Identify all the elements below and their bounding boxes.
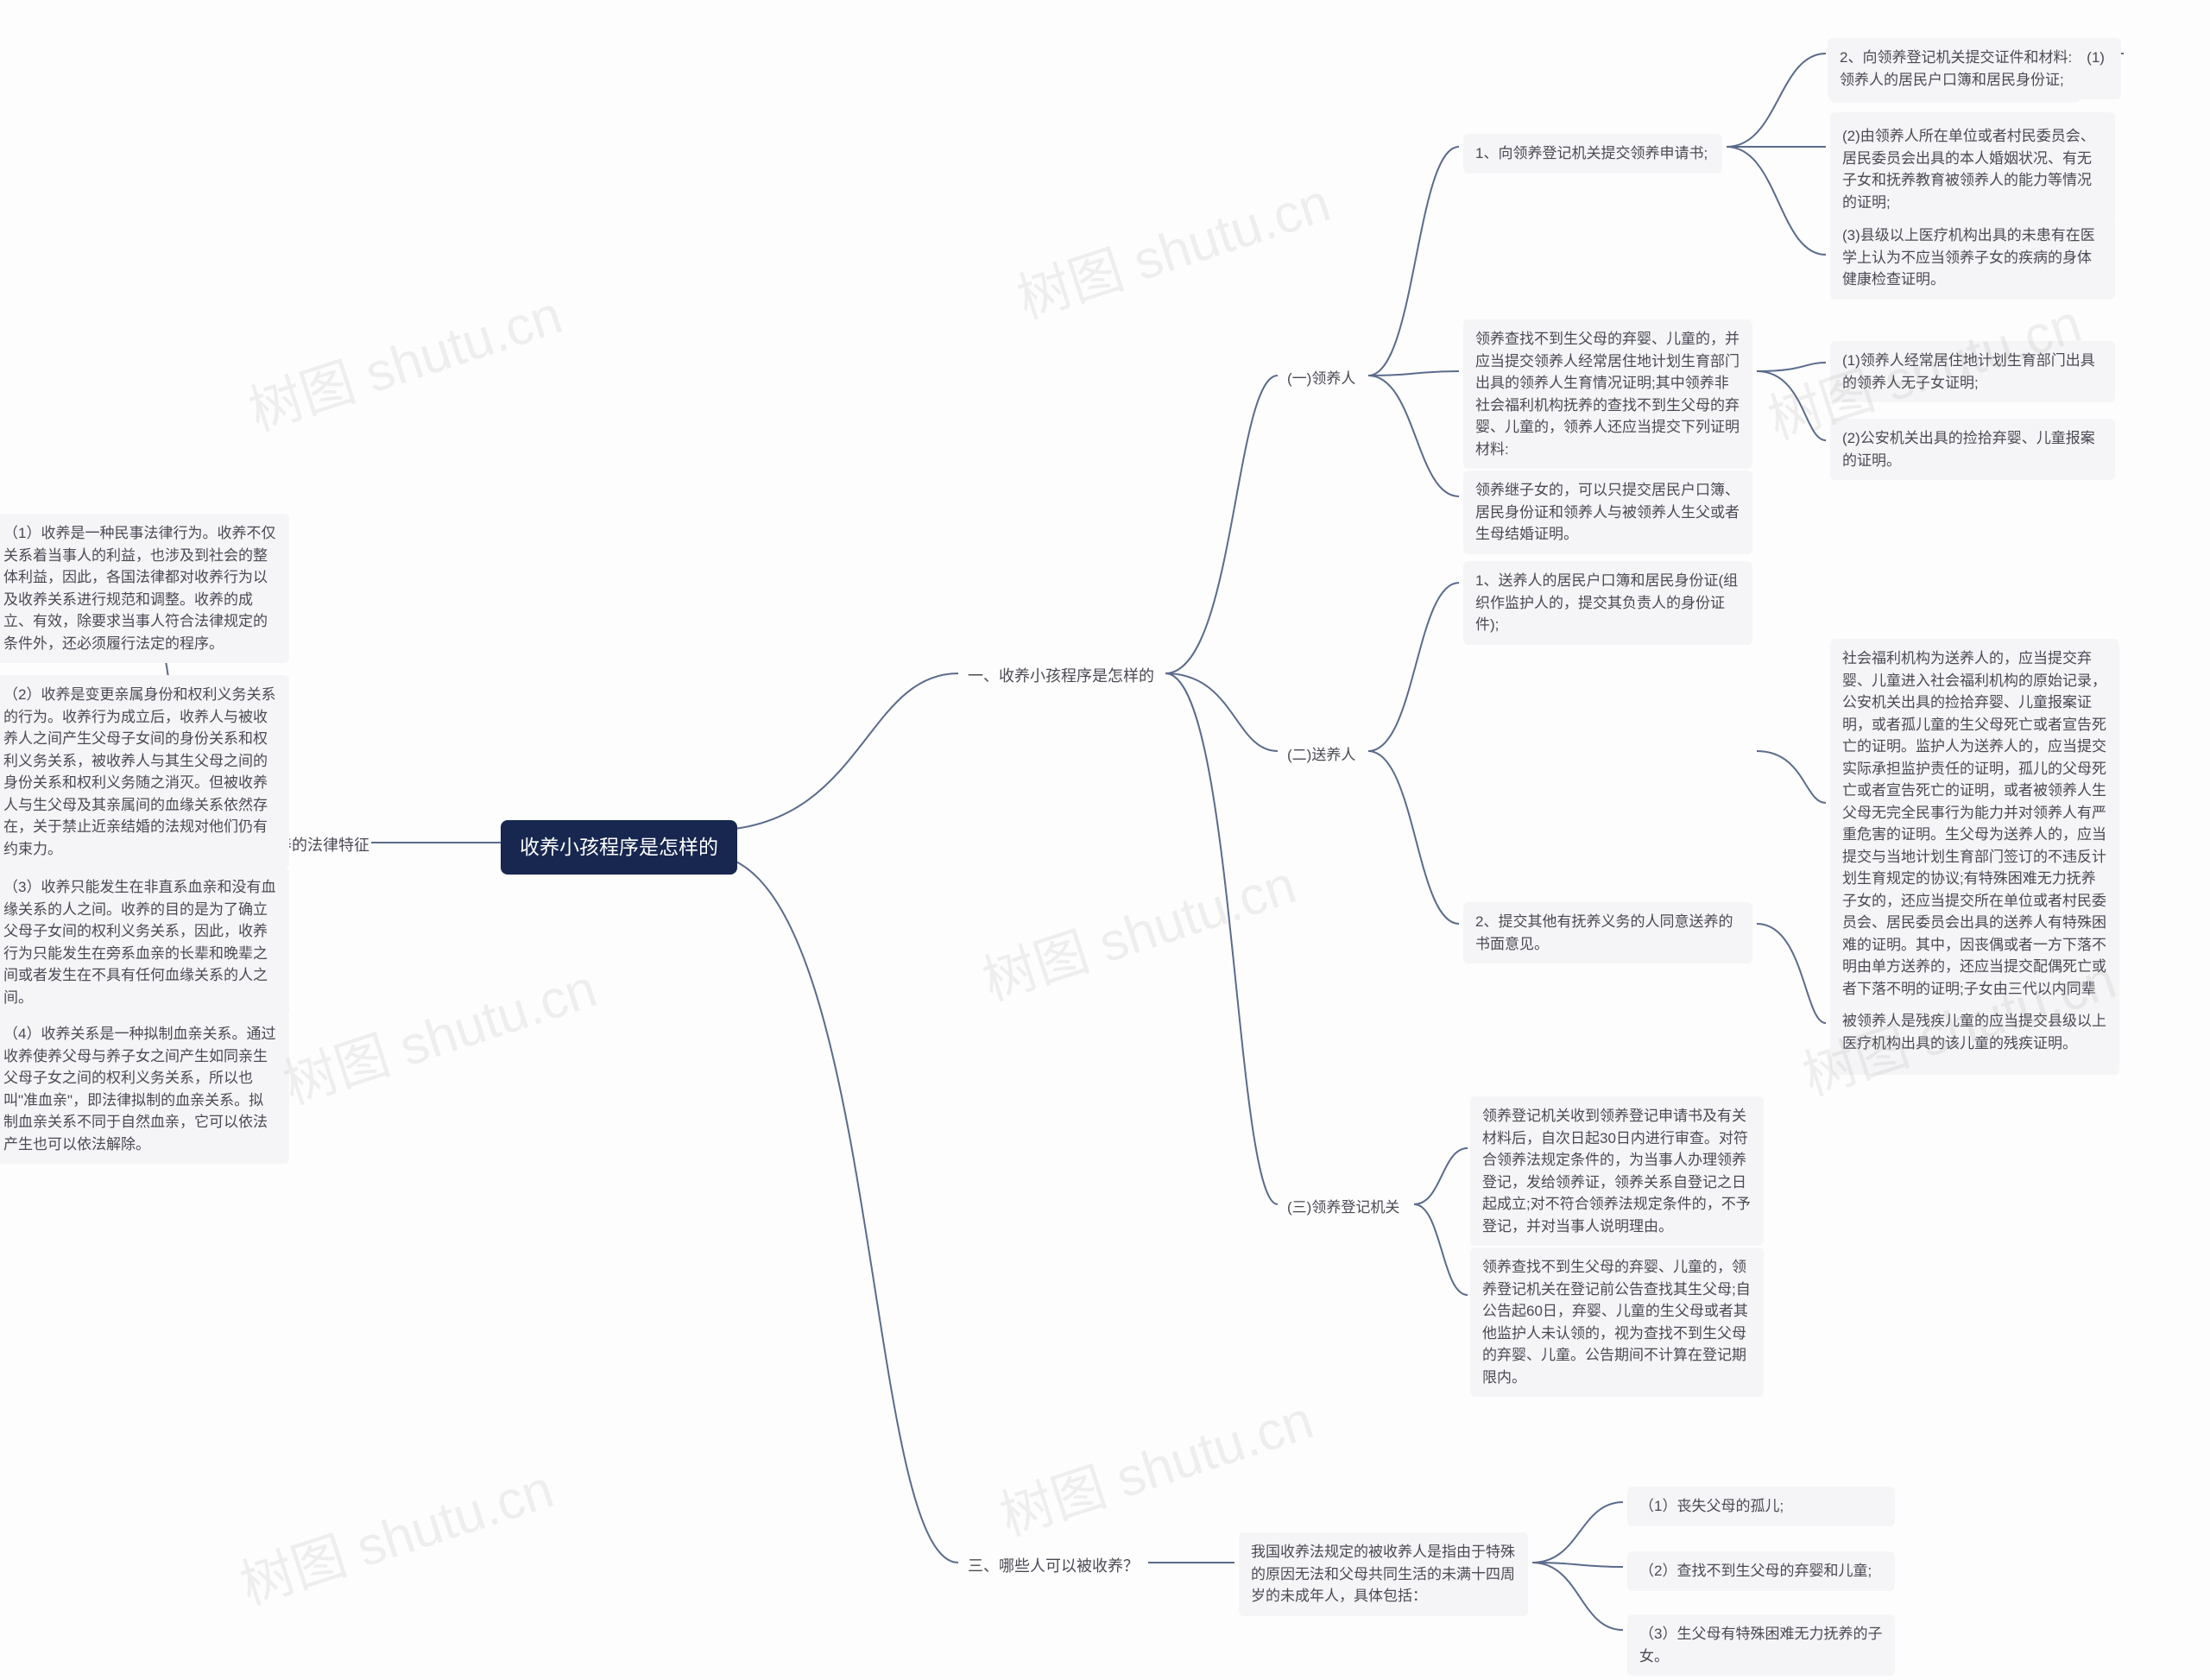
watermark: 树图 shutu.cn: [272, 944, 604, 1119]
branch1-title[interactable]: 一、收养小孩程序是怎样的: [963, 661, 1159, 692]
sub2-item1: 2、提交其他有抚养义务的人同意送养的书面意见。: [1463, 902, 1752, 963]
branch3-item0: （1）丧失父母的孤儿;: [1627, 1487, 1895, 1526]
sub1-a2-c0: (1)领养人经常居住地计划生育部门出具的领养人无子女证明;: [1830, 341, 2115, 402]
branch3-lead: 我国收养法规定的被收养人是指由于特殊的原因无法和父母共同生活的未满十四周岁的未成…: [1239, 1532, 1528, 1616]
sub2-side1: 被领养人是残疾儿童的应当提交县级以上医疗机构出具的该儿童的残疾证明。: [1830, 1001, 2119, 1063]
root-node[interactable]: 收养小孩程序是怎样的: [501, 820, 737, 875]
b1-label: 2、向领养登记机关提交证件和材料:: [1840, 49, 2072, 66]
a1b1c1: (2)由领养人所在单位或者村民委员会、居民委员会出具的本人婚姻状况、有无子女和抚…: [1830, 117, 2115, 222]
watermark: 树图 shutu.cn: [1006, 159, 1338, 333]
branch3-item1: （2）查找不到生父母的弃婴和儿童;: [1627, 1551, 1895, 1591]
sub2-title[interactable]: (二)送养人: [1282, 741, 1361, 770]
sub1-title[interactable]: (一)领养人: [1282, 364, 1361, 394]
sub3-item1: 领养查找不到生父母的弃婴、儿童的，领养登记机关在登记前公告查找其生父母;自公告起…: [1470, 1247, 1764, 1397]
sub1-a2-c1: (2)公安机关出具的捡拾弃婴、儿童报案的证明。: [1830, 419, 2115, 480]
branch3-title[interactable]: 三、哪些人可以被收养？: [963, 1551, 1144, 1582]
sub3-title[interactable]: (三)领养登记机关: [1282, 1193, 1405, 1222]
watermark: 树图 shutu.cn: [971, 841, 1304, 1015]
sub1-a3: 领养继子女的，可以只提交居民户口簿、居民身份证和领养人与被领养人生父或者生母结婚…: [1463, 471, 1752, 554]
branch3-item2: （3）生父母有特殊困难无力抚养的子女。: [1627, 1614, 1895, 1676]
branch2-item-0: （1）收养是一种民事法律行为。收养不仅关系着当事人的利益，也涉及到社会的整体利益…: [0, 514, 289, 663]
branch2-item-2: （3）收养只能发生在非直系血亲和没有血缘关系的人之间。收养的目的是为了确立父母子…: [0, 868, 289, 1017]
sub3-item0: 领养登记机关收到领养登记申请书及有关材料后，自次日起30日内进行审查。对符合领养…: [1470, 1096, 1764, 1246]
watermark: 树图 shutu.cn: [988, 1376, 1321, 1551]
sub1-a2: 领养查找不到生父母的弃婴、儿童的，并应当提交领养人经常居住地计划生育部门出具的领…: [1463, 319, 1752, 469]
s1-b1-row: 2、向领养登记机关提交证件和材料: (1)领养人的居民户口簿和居民身份证;: [1828, 38, 2121, 99]
a1b1c2: (3)县级以上医疗机构出具的未患有在医学上认为不应当领养子女的疾病的身体健康检查…: [1830, 216, 2115, 300]
watermark: 树图 shutu.cn: [237, 271, 570, 445]
watermark: 树图 shutu.cn: [229, 1445, 561, 1620]
branch2-item-3: （4）收养关系是一种拟制血亲关系。通过收养使养父母与养子女之间产生如同亲生父母子…: [0, 1014, 289, 1164]
sub1-a1: 1、向领养登记机关提交领养申请书;: [1463, 134, 1722, 174]
branch2-item-1: （2）收养是变更亲属身份和权利义务关系的行为。收养行为成立后，收养人与被收养人之…: [0, 675, 289, 868]
sub2-item0: 1、送养人的居民户口簿和居民身份证(组织作监护人的，提交其负责人的身份证件);: [1463, 561, 1752, 645]
